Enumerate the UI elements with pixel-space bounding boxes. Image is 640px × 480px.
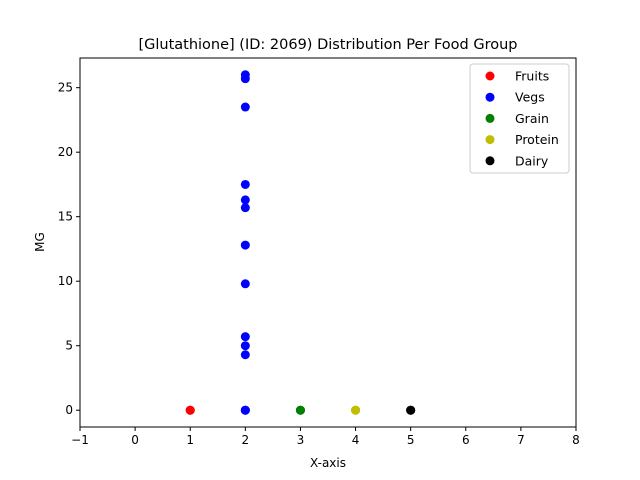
y-tick-label: 0 [65, 403, 73, 417]
x-axis-label: X-axis [310, 456, 346, 470]
point-vegs [240, 279, 250, 289]
legend-label-grain: Grain [515, 111, 549, 126]
x-tick-label: 5 [407, 433, 415, 447]
legend-box [469, 63, 570, 174]
point-protein [351, 405, 361, 415]
legend: Fruits Vegs Grain Protein Dairy [469, 63, 570, 174]
x-tick-label: 4 [352, 433, 360, 447]
point-dairy [406, 405, 416, 415]
x-tick-label: 6 [462, 433, 470, 447]
y-axis-label: MG [33, 232, 47, 252]
x-tick-label: 3 [297, 433, 305, 447]
data-points [185, 70, 416, 415]
point-vegs [240, 350, 250, 360]
point-vegs [240, 405, 250, 415]
point-vegs [240, 240, 250, 250]
x-tick-label: 7 [517, 433, 525, 447]
axes-frame [79, 57, 577, 428]
x-tick-label: 8 [572, 433, 580, 447]
legend-marker-grain [485, 113, 495, 123]
point-vegs [240, 203, 250, 213]
legend-label-vegs: Vegs [515, 90, 545, 105]
x-tick-label: 0 [131, 433, 139, 447]
x-tick-label: −1 [71, 433, 89, 447]
legend-marker-vegs [485, 92, 495, 102]
point-grain [295, 405, 305, 415]
x-tick-label: 2 [242, 433, 250, 447]
y-axis-ticks: 0 5 10 15 20 25 [58, 81, 80, 417]
plot-area: −1 0 1 2 3 4 5 6 7 8 0 5 10 15 20 25 [58, 57, 580, 447]
x-tick-label: 1 [186, 433, 194, 447]
x-axis-ticks: −1 0 1 2 3 4 5 6 7 8 [71, 427, 580, 447]
point-vegs [240, 341, 250, 351]
legend-label-protein: Protein [515, 132, 559, 147]
y-tick-label: 15 [58, 210, 73, 224]
point-vegs [240, 179, 250, 189]
point-vegs [240, 102, 250, 112]
y-tick-label: 20 [58, 145, 73, 159]
legend-marker-dairy [485, 156, 495, 166]
legend-marker-protein [485, 135, 495, 145]
legend-marker-fruits [485, 71, 495, 81]
y-tick-label: 5 [65, 339, 73, 353]
legend-label-dairy: Dairy [515, 153, 549, 168]
point-vegs [240, 195, 250, 205]
y-tick-label: 10 [58, 274, 73, 288]
chart-title: [Glutathione] (ID: 2069) Distribution Pe… [138, 37, 517, 53]
point-fruits [185, 405, 195, 415]
point-vegs [240, 332, 250, 342]
point-vegs [240, 74, 250, 84]
y-tick-label: 25 [58, 81, 73, 95]
legend-label-fruits: Fruits [515, 69, 549, 84]
